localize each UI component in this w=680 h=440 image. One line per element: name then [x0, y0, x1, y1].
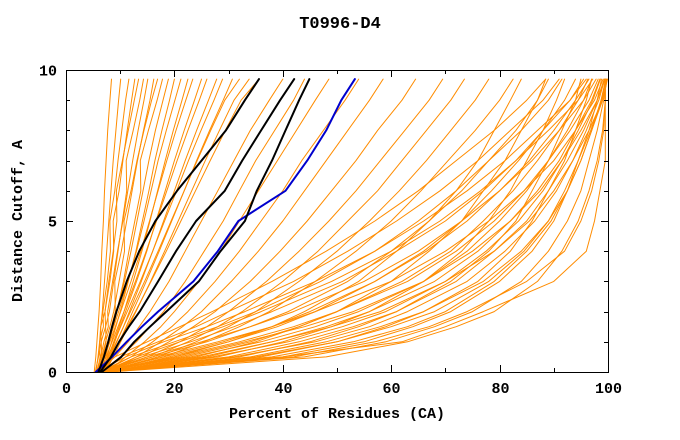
server-model-curve — [94, 78, 140, 373]
server-model-curve — [105, 78, 594, 373]
server-model-curve — [99, 78, 590, 373]
server-model-curve — [105, 78, 250, 373]
server-model-curve — [99, 78, 208, 373]
server-model-curve — [107, 78, 608, 373]
server-model-curve — [104, 78, 585, 373]
server-model-curve — [107, 78, 587, 373]
reference-model-black-2 — [99, 78, 296, 373]
x-tick-label: 0 — [62, 381, 71, 398]
server-model-curve — [98, 78, 194, 373]
server-model-curve — [96, 78, 159, 373]
x-tick-label: 20 — [165, 381, 183, 398]
server-model-curve — [99, 78, 360, 373]
server-model-curve — [100, 78, 224, 373]
server-model-curve — [102, 78, 384, 373]
server-model-curve — [100, 78, 514, 373]
server-model-curve — [98, 78, 593, 373]
server-model-curve — [101, 78, 240, 373]
x-tick-label: 100 — [595, 381, 622, 398]
server-model-curve — [104, 78, 606, 373]
server-model-curve — [103, 78, 202, 373]
axis-ticks-layer — [66, 70, 609, 373]
x-tick-label: 40 — [274, 381, 292, 398]
server-model-curve — [98, 78, 284, 373]
server-model-curve — [93, 78, 112, 373]
server-model-curve — [98, 78, 547, 373]
server-model-curve — [106, 78, 601, 373]
server-model-curve — [101, 78, 608, 373]
server-model-curve — [99, 78, 606, 373]
x-tick-label: 80 — [491, 381, 509, 398]
x-tick-label: 60 — [382, 381, 400, 398]
server-model-curve — [108, 78, 604, 373]
y-tick-label: 5 — [48, 215, 57, 232]
model-curves-layer — [93, 78, 608, 373]
server-model-curve — [107, 78, 607, 373]
server-model-curve — [95, 78, 149, 373]
server-model-curve — [108, 78, 606, 373]
server-model-curve — [102, 78, 597, 373]
highlighted-model-blue — [94, 78, 356, 373]
server-model-curve — [98, 78, 417, 373]
reference-model-black-3 — [100, 78, 311, 373]
server-model-curve — [100, 78, 607, 373]
y-tick-label: 10 — [39, 64, 57, 81]
server-model-curve — [101, 78, 563, 373]
server-model-curve — [99, 78, 465, 373]
reference-model-black-1 — [97, 78, 260, 373]
server-model-curve — [106, 78, 582, 373]
server-model-curve — [104, 78, 599, 373]
server-model-curve — [96, 78, 130, 373]
server-model-curve — [100, 78, 305, 373]
server-model-curve — [99, 78, 144, 373]
server-model-curve — [103, 78, 606, 373]
y-axis-label: Distance Cutoff, A — [10, 140, 27, 302]
chart-title: T0996-D4 — [299, 15, 381, 34]
x-axis-label: Percent of Residues (CA) — [229, 406, 445, 423]
y-tick-label: 0 — [48, 366, 57, 383]
server-model-curve — [102, 78, 606, 373]
tick-labels-layer: 0 20 40 60 80 100 0 5 10 — [39, 64, 622, 399]
server-model-curve — [103, 78, 490, 373]
server-model-curve — [102, 78, 175, 373]
server-model-curve — [102, 78, 560, 373]
